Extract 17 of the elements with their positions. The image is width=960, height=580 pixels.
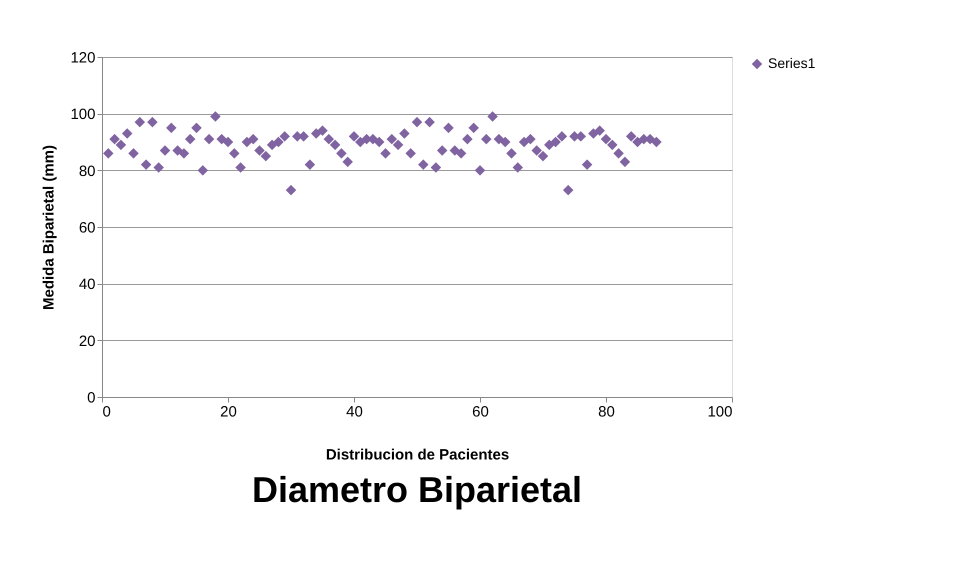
y-tick-label: 80 (78, 162, 96, 180)
x-tick-label: 100 (707, 404, 732, 420)
x-axis-title: Distribucion de Pacientes (326, 446, 510, 464)
text: Diametro Biparietal (252, 469, 582, 510)
y-tick-label: 20 (78, 332, 96, 350)
legend-label: Series1 (768, 55, 816, 71)
y-tick-label: 100 (70, 106, 96, 124)
x-tick-label: 40 (346, 404, 363, 420)
x-tick-label: 20 (220, 404, 237, 420)
y-tick-label: 40 (78, 276, 96, 294)
y-tick-label: 0 (87, 390, 96, 406)
y-axis-title: Medida Biparietal (mm) (40, 144, 58, 310)
y-tick-label: 120 (70, 50, 96, 66)
x-tick-label: 60 (472, 404, 489, 420)
y-tick-label: 60 (78, 220, 96, 236)
x-tick-label: 80 (598, 404, 615, 420)
x-tick-label: 0 (102, 404, 111, 420)
